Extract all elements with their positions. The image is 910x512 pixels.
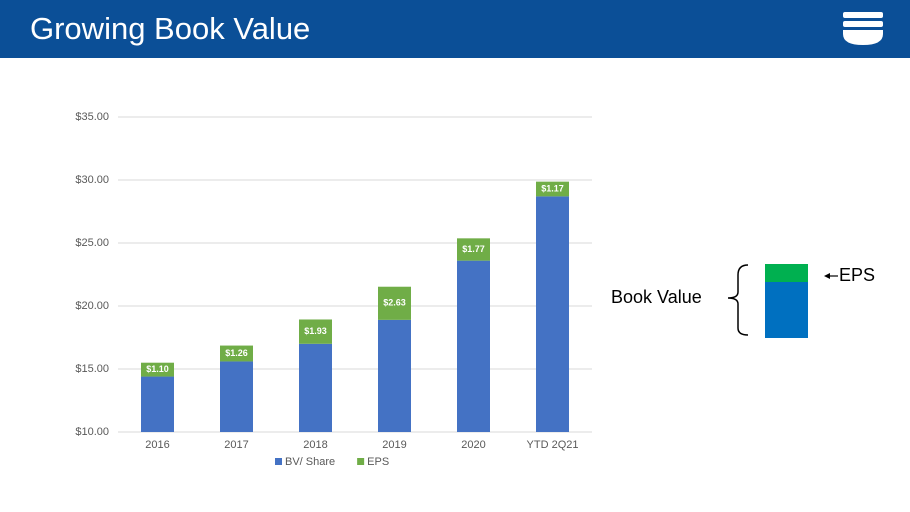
- bar-segment: [299, 319, 332, 344]
- bar-segment: [378, 319, 411, 432]
- data-label: $1.77: [462, 244, 485, 254]
- legend-annotation: Book Value EPS: [611, 264, 875, 338]
- y-tick-label: $20.00: [75, 300, 109, 312]
- bar-segment: [378, 286, 411, 320]
- x-tick-label: YTD 2Q21: [527, 439, 579, 451]
- data-label: $1.10: [146, 364, 169, 374]
- x-tick-label: 2019: [382, 439, 406, 451]
- bar-segment: [457, 238, 490, 261]
- bar-segment: [457, 260, 490, 432]
- bar-segment: [220, 361, 253, 432]
- y-tick-label: $15.00: [75, 363, 109, 375]
- bar-segment: [141, 376, 174, 432]
- y-tick-label: $25.00: [75, 237, 109, 249]
- x-tick-label: 2020: [461, 439, 485, 451]
- eps-icon: [765, 264, 808, 282]
- x-tick-label: 2017: [224, 439, 248, 451]
- y-tick-label: $30.00: [75, 174, 109, 186]
- x-tick-label: 2018: [303, 439, 327, 451]
- header-bar: [0, 0, 910, 58]
- bar-segment: [536, 196, 569, 432]
- legend-label: BV/ Share: [285, 456, 335, 468]
- data-label: $2.63: [383, 298, 406, 308]
- slide-title: Growing Book Value: [30, 11, 310, 46]
- bar-segment: [536, 181, 569, 197]
- bv-icon: [765, 282, 808, 338]
- bar-segment: [299, 343, 332, 432]
- eps-label: EPS: [839, 265, 875, 285]
- data-label: $1.93: [304, 326, 327, 336]
- bracket: [727, 264, 749, 336]
- legend-label: EPS: [367, 456, 389, 468]
- bar-segment: [141, 362, 174, 377]
- eps-arrowhead: [824, 273, 830, 279]
- bar-segment: [220, 345, 253, 362]
- logo: [843, 12, 883, 45]
- legend-swatch: [357, 458, 365, 465]
- book-value-label: Book Value: [611, 287, 702, 307]
- y-tick-label: $10.00: [75, 426, 109, 438]
- data-label: $1.17: [541, 183, 564, 193]
- x-tick-label: 2016: [145, 439, 169, 451]
- data-label: $1.26: [225, 348, 248, 358]
- legend-swatch: [275, 458, 282, 465]
- y-tick-label: $35.00: [75, 111, 109, 123]
